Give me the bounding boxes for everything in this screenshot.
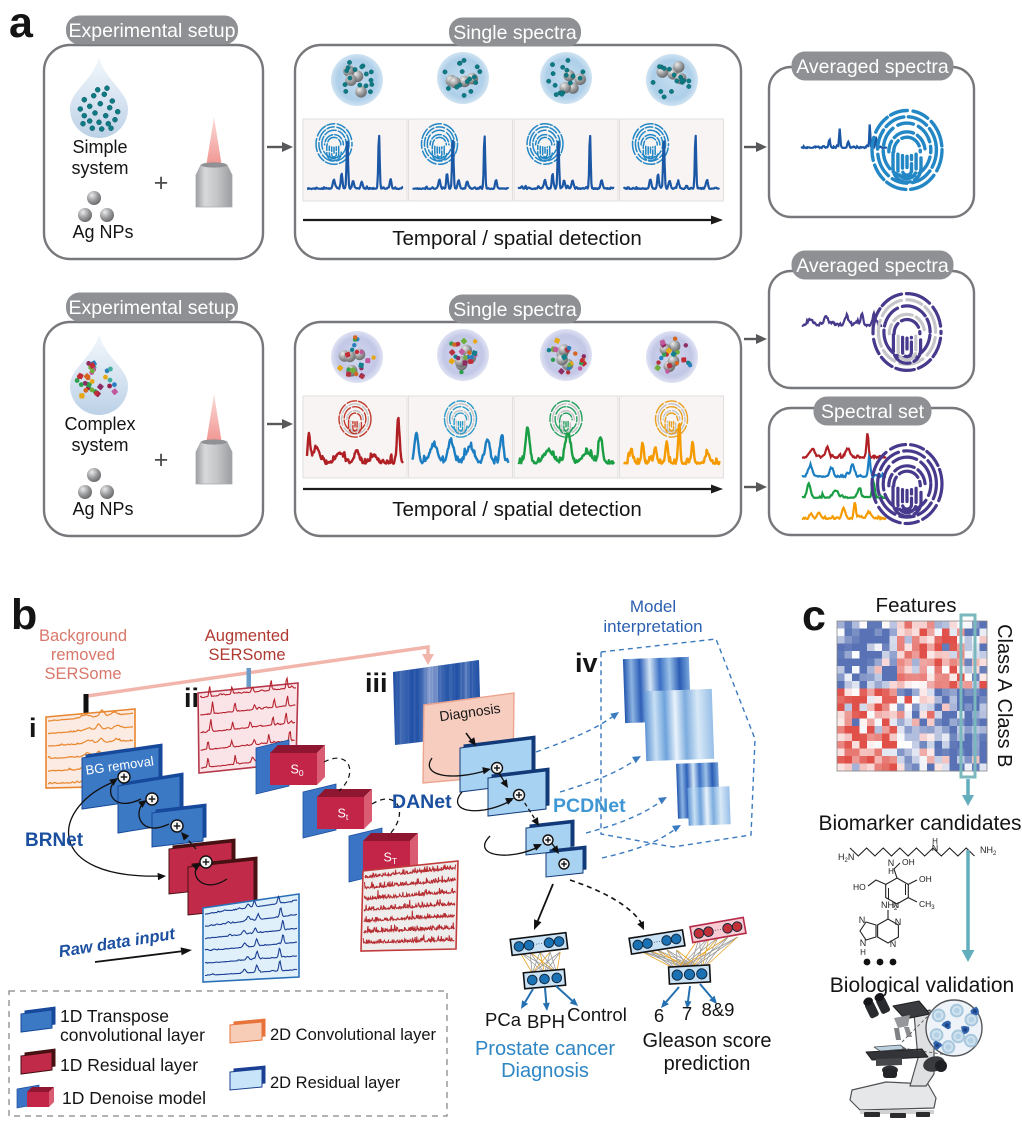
svg-text:SERSome: SERSome (44, 665, 121, 683)
svg-text:···: ··· (652, 936, 661, 946)
svg-text:BRNet: BRNet (25, 830, 84, 851)
svg-text:interpretation: interpretation (603, 617, 702, 636)
svg-text:NH2: NH2 (881, 900, 898, 912)
svg-text:Model: Model (630, 597, 676, 616)
svg-text:···: ··· (534, 939, 543, 949)
svg-text:Temporal / spatial detection: Temporal / spatial detection (392, 227, 642, 250)
svg-text:Averaged spectra: Averaged spectra (796, 56, 949, 78)
svg-text:BPH: BPH (527, 1011, 565, 1032)
svg-text:c: c (802, 592, 826, 640)
svg-text:2D Convolutional layer: 2D Convolutional layer (270, 1026, 437, 1044)
svg-text:H: H (888, 867, 894, 876)
svg-text:N: N (895, 917, 902, 927)
svg-text:Biomarker candidates: Biomarker candidates (818, 812, 1021, 835)
svg-text:N: N (893, 900, 899, 910)
svg-text:Temporal / spatial detection: Temporal / spatial detection (392, 498, 642, 521)
svg-text:N: N (932, 843, 939, 853)
svg-text:Features: Features (876, 594, 957, 617)
svg-text:1D Denoise model: 1D Denoise model (62, 1088, 206, 1108)
svg-text:Biological validation: Biological validation (830, 974, 1014, 997)
svg-text:SERSome: SERSome (208, 646, 285, 664)
svg-text:H: H (932, 837, 938, 846)
svg-text:N: N (890, 939, 897, 949)
svg-text:removed: removed (51, 646, 115, 664)
svg-text:ii: ii (184, 683, 199, 713)
svg-text:+: + (154, 446, 169, 474)
svg-text:Complex: Complex (64, 414, 135, 434)
svg-text:Ag NPs: Ag NPs (72, 499, 133, 519)
svg-text:Single spectra: Single spectra (453, 299, 577, 321)
svg-text:CH3: CH3 (919, 899, 935, 911)
svg-text:7: 7 (682, 1003, 692, 1024)
svg-text:1D Residual layer: 1D Residual layer (60, 1055, 198, 1075)
svg-text:···: ··· (713, 924, 722, 934)
svg-text:2D Residual layer: 2D Residual layer (270, 1074, 401, 1092)
svg-text:DANet: DANet (392, 791, 452, 813)
svg-text:Prostate cancer: Prostate cancer (475, 1038, 615, 1060)
svg-text:iii: iii (365, 668, 388, 698)
svg-text:Single spectra: Single spectra (453, 22, 577, 44)
svg-text:a: a (9, 0, 34, 47)
svg-text:Averaged spectra: Averaged spectra (796, 255, 949, 277)
svg-text:Ag NPs: Ag NPs (72, 222, 133, 242)
svg-text:8&9: 8&9 (702, 999, 735, 1020)
svg-text:OH: OH (919, 874, 932, 884)
svg-text:HO: HO (853, 882, 866, 892)
svg-text:Simple: Simple (72, 137, 127, 157)
svg-text:Experimental setup: Experimental setup (69, 20, 236, 42)
svg-text:N: N (860, 938, 867, 948)
svg-text:1D Transpose: 1D Transpose (60, 1006, 169, 1026)
svg-text:system: system (71, 158, 128, 178)
svg-text:Class A: Class A (993, 624, 1015, 692)
svg-text:Control: Control (567, 1004, 627, 1025)
svg-text:b: b (11, 591, 37, 639)
svg-text:Diagnosis: Diagnosis (501, 1060, 589, 1082)
svg-text:+: + (154, 169, 169, 197)
svg-text:6: 6 (654, 1005, 664, 1026)
svg-text:Experimental setup: Experimental setup (69, 297, 236, 319)
svg-text:system: system (71, 435, 128, 455)
svg-text:Augmented: Augmented (205, 627, 289, 645)
svg-text:prediction: prediction (664, 1053, 751, 1075)
svg-text:H: H (860, 948, 866, 957)
svg-text:iv: iv (575, 648, 598, 678)
svg-text:Class B: Class B (993, 699, 1015, 768)
svg-text:NH2: NH2 (980, 845, 997, 857)
svg-text:Raw data input: Raw data input (57, 925, 177, 961)
svg-text:PCDNet: PCDNet (553, 795, 626, 817)
svg-text:i: i (29, 713, 37, 743)
svg-text:St: St (338, 807, 349, 823)
svg-text:Gleason score: Gleason score (643, 1030, 772, 1052)
svg-text:H2N: H2N (838, 852, 854, 864)
svg-text:OH: OH (902, 857, 915, 867)
svg-text:Spectral set: Spectral set (821, 401, 925, 423)
svg-text:N: N (859, 915, 866, 925)
svg-text:N: N (888, 858, 895, 868)
svg-text:Background: Background (39, 627, 127, 645)
svg-text:PCa: PCa (485, 1009, 522, 1030)
svg-text:convolutional layer: convolutional layer (60, 1025, 205, 1045)
